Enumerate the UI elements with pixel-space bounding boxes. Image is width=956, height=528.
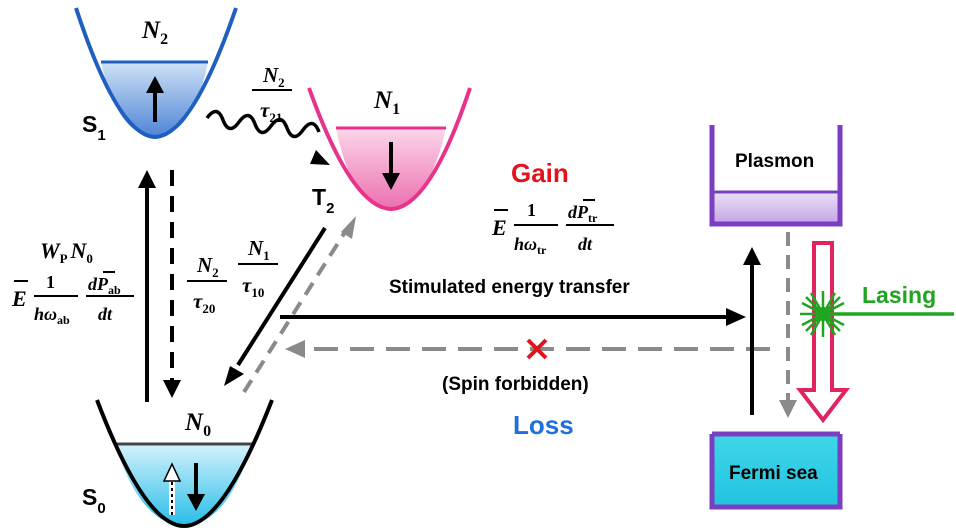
back-transfer-dashed-arrow — [285, 340, 770, 358]
svg-text:1: 1 — [46, 272, 55, 292]
pump-rate-label: WP N0 — [40, 238, 93, 266]
plasmon-fill — [712, 192, 840, 224]
rate-n2-tau21: N2 τ21 — [252, 63, 292, 125]
svg-text:τ21: τ21 — [260, 98, 282, 125]
t2-well-outline — [307, 87, 472, 212]
svg-text:N2: N2 — [196, 253, 219, 280]
forbidden-cross-icon — [526, 338, 548, 360]
loss-label: Loss — [513, 410, 574, 440]
rate-n1-tau10: N1 τ10 — [238, 236, 278, 300]
gain-label: Gain — [511, 158, 569, 188]
svg-text:hωab: hωab — [34, 304, 70, 327]
fermi-sea-level — [709, 431, 843, 510]
fermi-sea-label: Fermi sea — [729, 463, 818, 484]
plasmon-excitation-arrow — [743, 247, 761, 415]
s1-state-label: S1 — [82, 111, 106, 144]
plasmon-level — [709, 125, 843, 227]
plasmon-label: Plasmon — [735, 151, 814, 172]
svg-text:dPab: dPab — [88, 274, 121, 297]
svg-text:hωtr: hωtr — [514, 234, 547, 257]
svg-text:1: 1 — [527, 200, 536, 220]
svg-text:dt: dt — [98, 304, 113, 324]
s0-spin-down-arrow — [187, 463, 205, 511]
fermi-sea-box-outline — [709, 431, 843, 510]
spin-forbidden-label: (Spin forbidden) — [442, 374, 589, 395]
lasing-label: Lasing — [862, 282, 936, 308]
s1-well-outline — [74, 7, 238, 140]
svg-text:E: E — [491, 215, 507, 240]
svg-text:τ20: τ20 — [193, 289, 215, 316]
stimulated-transfer-label: Stimulated energy transfer — [389, 277, 630, 298]
svg-text:dt: dt — [578, 234, 593, 254]
s0-population-label: N0 — [184, 409, 211, 440]
absorption-rate-formula: E 1 hωab dPab dt — [11, 271, 134, 327]
svg-text:N2: N2 — [262, 63, 285, 90]
s1-decay-dashed-arrow — [163, 170, 181, 398]
t2-spin-down-arrow — [382, 142, 400, 190]
pump-absorption-arrow — [138, 170, 156, 402]
t2-population-label: N1 — [373, 87, 400, 118]
s0-to-t2-dashed-arrow — [242, 216, 356, 394]
plasmon-decay-dashed-arrow — [779, 232, 797, 418]
intersystem-crossing-wavy-arrow — [205, 109, 330, 165]
svg-text:dPtr: dPtr — [568, 202, 598, 225]
s1-spin-up-arrow — [146, 76, 164, 122]
svg-text:N1: N1 — [247, 236, 270, 263]
s0-spin-up-dotted-arrow — [162, 462, 182, 515]
plasmon-box-outline — [709, 125, 843, 227]
transfer-rate-formula: E 1 hωtr dPtr dt — [491, 199, 614, 257]
t2-decay-arrow — [224, 226, 327, 386]
lasing-starburst-icon — [800, 291, 846, 337]
s0-well — [95, 399, 274, 528]
s0-state-label: S0 — [82, 484, 106, 517]
rate-n2-tau20: N2 τ20 — [187, 253, 227, 316]
s1-population-label: N2 — [141, 17, 168, 48]
svg-text:τ10: τ10 — [242, 273, 264, 300]
stimulated-transfer-arrow — [280, 308, 746, 326]
fermi-sea-fill — [712, 434, 840, 507]
t2-state-label: T2 — [312, 184, 334, 217]
svg-text:E: E — [11, 286, 27, 311]
s0-well-outline — [95, 399, 274, 528]
